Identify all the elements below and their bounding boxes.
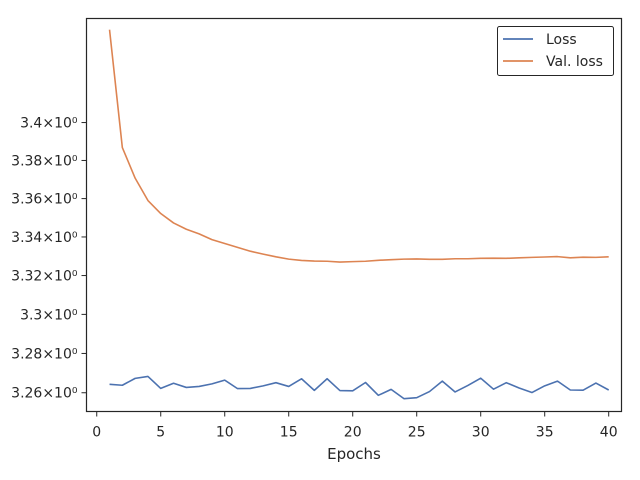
x-tick-label: 35 — [536, 425, 554, 441]
y-tick-label: 3.28×10⁰ — [11, 346, 78, 362]
y-tick-label: 3.36×10⁰ — [11, 192, 78, 208]
x-tick-label: 5 — [156, 425, 165, 441]
legend-label: Val. loss — [546, 54, 603, 70]
series-lines — [108, 29, 610, 400]
x-tick-label: 10 — [216, 425, 234, 441]
x-tick-label: 25 — [408, 425, 426, 441]
y-ticks: 3.26×10⁰ 3.28×10⁰ 3.3×10⁰ 3.32×10⁰ 3.34×10⁰ 3… — [11, 116, 87, 402]
x-axis-label: Epochs — [327, 445, 381, 463]
y-tick-label: 3.3×10⁰ — [20, 307, 78, 323]
series-line-loss — [109, 375, 610, 400]
x-ticks: 0 5 10 15 20 25 30 35 40 — [92, 411, 618, 441]
y-tick-label: 3.32×10⁰ — [11, 269, 78, 285]
x-tick-label: 30 — [472, 425, 490, 441]
y-tick-label: 3.4×10⁰ — [20, 116, 78, 132]
y-tick-label: 3.34×10⁰ — [11, 230, 78, 246]
x-tick-label: 40 — [600, 425, 618, 441]
legend: Loss Val. loss — [497, 26, 614, 76]
plot-frame — [85, 17, 623, 413]
x-tick-label: 20 — [344, 425, 362, 441]
x-tick-label: 15 — [280, 425, 298, 441]
y-tick-label: 3.38×10⁰ — [11, 153, 78, 169]
series-line-val-loss — [108, 29, 609, 263]
x-tick-label: 0 — [92, 425, 101, 441]
legend-label: Loss — [546, 32, 577, 48]
y-tick-label: 3.26×10⁰ — [11, 386, 78, 402]
